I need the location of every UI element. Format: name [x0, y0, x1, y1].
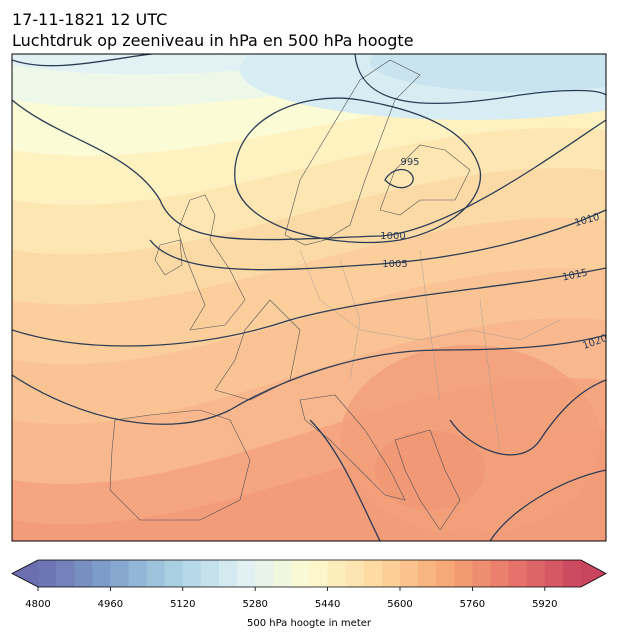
colorbar-segment — [164, 560, 184, 587]
isobar-label: 995 — [400, 157, 419, 168]
colorbar-segment — [418, 560, 437, 587]
coastline — [379, 144, 471, 216]
colorbar-segment — [508, 560, 528, 587]
colorbar-segment — [291, 560, 310, 587]
colorbar-tick-label: 5920 — [532, 599, 557, 610]
colorbar-segment — [544, 560, 564, 587]
colorbar-tick-label: 5440 — [315, 599, 340, 610]
colorbar-segment — [309, 560, 329, 587]
colorbar-segment — [454, 560, 473, 587]
coastline — [394, 429, 461, 531]
colorbar-label: 500 hPa hoogte in meter — [247, 618, 372, 629]
colorbar-segment — [490, 560, 510, 587]
coastline — [177, 194, 246, 331]
colorbar-segment — [436, 560, 455, 587]
isobar — [149, 209, 606, 271]
colorbar-extend — [581, 560, 606, 587]
colorbar-segment — [345, 560, 365, 587]
height-band — [375, 430, 485, 510]
map-frame — [11, 53, 607, 542]
colorbar-segment — [146, 560, 166, 587]
coastline — [284, 59, 421, 246]
isobar-label: 1000 — [380, 231, 405, 242]
colorbar-segment — [128, 560, 148, 587]
colorbar-tick-label: 4800 — [25, 599, 50, 610]
map: 995 1000 1005 1010 1015 1020 — [12, 54, 606, 541]
isobar-label: 1015 — [562, 267, 589, 283]
colorbar-tick-label: 5120 — [170, 599, 195, 610]
isobar — [384, 168, 414, 189]
colorbar-segment — [526, 560, 546, 587]
coastline — [154, 239, 183, 276]
colorbar-segment — [182, 560, 202, 587]
isobar — [12, 54, 606, 105]
colorbar: 4800 4960 5120 5280 5440 5600 5760 5920 — [11, 559, 607, 610]
colorbar-segment — [237, 560, 256, 587]
isobar — [309, 379, 606, 541]
isobar — [234, 97, 482, 244]
isobar-label: 1005 — [382, 259, 407, 270]
colorbar-segment — [381, 560, 401, 587]
colorbar-tick-label: 5600 — [387, 599, 412, 610]
border — [299, 249, 561, 451]
colorbar-segment — [255, 560, 274, 587]
isobar — [12, 99, 606, 241]
colorbar-segment — [38, 560, 57, 587]
coastline — [214, 299, 301, 401]
title: 17-11-1821 12 UTC — [12, 10, 167, 29]
colorbar-segment — [327, 560, 347, 587]
isobar — [12, 267, 606, 347]
subtitle: Luchtdruk op zeeniveau in hPa en 500 hPa… — [12, 31, 414, 50]
isobar — [12, 334, 606, 425]
coastline — [109, 409, 251, 521]
colorbar-segment — [562, 560, 582, 587]
colorbar-segment — [400, 560, 419, 587]
colorbar-segment — [273, 560, 292, 587]
colorbar-segment — [74, 560, 93, 587]
colorbar-segment — [56, 560, 75, 587]
colorbar-tick-label: 5280 — [242, 599, 267, 610]
colorbar-segment — [200, 560, 220, 587]
colorbar-segment — [92, 560, 111, 587]
coastline — [299, 394, 406, 501]
height-band — [370, 54, 606, 92]
colorbar-tick-label: 5760 — [460, 599, 485, 610]
colorbar-segment — [472, 560, 491, 587]
colorbar-segment — [219, 560, 238, 587]
colorbar-extend — [12, 560, 38, 587]
colorbar-segment — [110, 560, 129, 587]
colorbar-segment — [363, 560, 383, 587]
colorbar-tick-label: 4960 — [98, 599, 123, 610]
